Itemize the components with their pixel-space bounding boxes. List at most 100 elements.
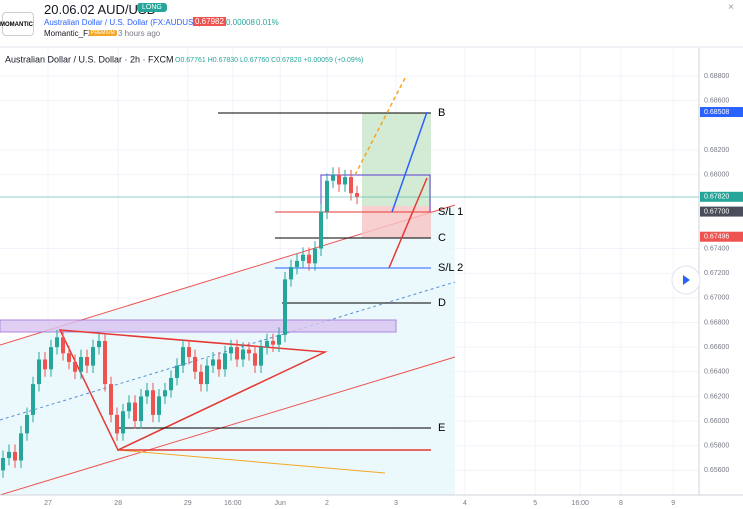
candle-body: [49, 347, 53, 370]
logo-box: [2, 12, 34, 36]
candle-body: [43, 359, 47, 370]
arrow-red: [388, 177, 428, 269]
candle-body: [151, 390, 155, 415]
candle-body: [295, 260, 299, 268]
time: 3 hours ago: [118, 29, 161, 38]
candle-body: [307, 254, 311, 264]
x-tick-label: 4: [463, 500, 467, 507]
badge: LONG: [137, 3, 167, 12]
candle-body: [241, 349, 245, 360]
candle-body: [7, 451, 11, 459]
candle-body: [283, 279, 287, 335]
y-tick-label: 0.68800: [704, 73, 729, 80]
price: 0.67982: [193, 17, 226, 26]
candle-body: [223, 353, 227, 370]
candle-body: [1, 458, 5, 471]
annotation: C: [438, 232, 446, 244]
candle-body: [37, 359, 41, 385]
y-tick-label: 0.67000: [704, 295, 729, 302]
price-marker-label: 0.67700: [704, 208, 729, 215]
candle-body: [73, 361, 77, 372]
x-tick-label: 16:00: [224, 500, 242, 507]
candle-body: [85, 356, 89, 366]
channel-mid: [0, 281, 456, 421]
candle-body: [115, 414, 119, 434]
y-tick-label: 0.66800: [704, 319, 729, 326]
price-marker: [700, 206, 743, 217]
logo: MOMANTIC: [0, 22, 33, 28]
ohlc-legend: O0.67761 H0.67830 L0.67760 C0.67820 +0.0…: [175, 57, 363, 64]
candle-body: [193, 356, 197, 372]
author[interactable]: Momantic_FX: [44, 29, 94, 38]
candle-body: [139, 396, 143, 422]
symbol[interactable]: Australian Dollar / U.S. Dollar (FX:AUDU…: [44, 18, 202, 27]
candle-body: [331, 174, 335, 181]
x-tick-label: 9: [671, 500, 675, 507]
play-icon: [683, 275, 690, 285]
candle-body: [121, 411, 125, 434]
candle-body: [67, 353, 71, 362]
x-tick-label: Jun: [275, 500, 286, 507]
close-icon[interactable]: ×: [728, 2, 734, 13]
candle-body: [289, 267, 293, 280]
candle-body: [25, 414, 29, 434]
candle-body: [109, 384, 113, 415]
candle-body: [103, 340, 107, 385]
candle-body: [61, 337, 65, 354]
candle-body: [79, 356, 83, 372]
candle-body: [97, 340, 101, 348]
candle-body: [259, 347, 263, 366]
price-marker-label: 0.67496: [704, 234, 729, 241]
x-tick-label: 5: [533, 500, 537, 507]
candle-body: [175, 365, 179, 378]
author-badge: PREMIUM: [89, 30, 117, 36]
price-marker-label: 0.68508: [704, 109, 729, 116]
candle-body: [133, 402, 137, 422]
x-tick-label: 8: [619, 500, 623, 507]
candle-body: [229, 347, 233, 354]
candle-body: [319, 211, 323, 249]
x-tick-label: 27: [44, 500, 52, 507]
y-tick-label: 0.66400: [704, 369, 729, 376]
y-tick-label: 0.66600: [704, 344, 729, 351]
candle-body: [199, 371, 203, 385]
candle-body: [265, 340, 269, 348]
y-tick-label: 0.68200: [704, 147, 729, 154]
candle-body: [337, 174, 341, 185]
y-tick-label: 0.65600: [704, 467, 729, 474]
y-tick-label: 0.66000: [704, 418, 729, 425]
y-tick-label: 0.68000: [704, 171, 729, 178]
change-pct: 0.01%: [256, 18, 279, 27]
y-tick-label: 0.68600: [704, 98, 729, 105]
price-marker-label: 0.67820: [704, 194, 729, 201]
candle-body: [277, 334, 281, 345]
channel-bottom: [0, 356, 456, 496]
triangle: [58, 329, 328, 451]
candle-body: [205, 365, 209, 385]
price-marker: [700, 231, 743, 242]
candle-body: [271, 340, 275, 345]
annotation: S/L 2: [438, 262, 463, 274]
annotation: E: [438, 422, 445, 434]
candle-body: [187, 347, 191, 357]
y-tick-label: 0.67400: [704, 245, 729, 252]
annotation: S/L 1: [438, 206, 463, 218]
candle-body: [349, 177, 353, 194]
channel-fill: [0, 205, 455, 495]
y-tick-label: 0.65800: [704, 443, 729, 450]
candle-body: [343, 177, 347, 185]
arrow-blue: [391, 111, 428, 213]
candle-body: [181, 347, 185, 366]
price-marker: [700, 107, 743, 118]
zone: [0, 319, 397, 333]
trend: [117, 449, 386, 474]
x-tick-label: 16:00: [571, 500, 589, 507]
target-zone: [362, 113, 431, 206]
candle-body: [217, 359, 221, 370]
x-tick-label: 29: [184, 500, 192, 507]
annotation: D: [438, 297, 446, 309]
chart-legend: Australian Dollar / U.S. Dollar · 2h · F…: [5, 54, 174, 64]
idea-title: 20.06.02 AUD/USD: [44, 2, 157, 17]
